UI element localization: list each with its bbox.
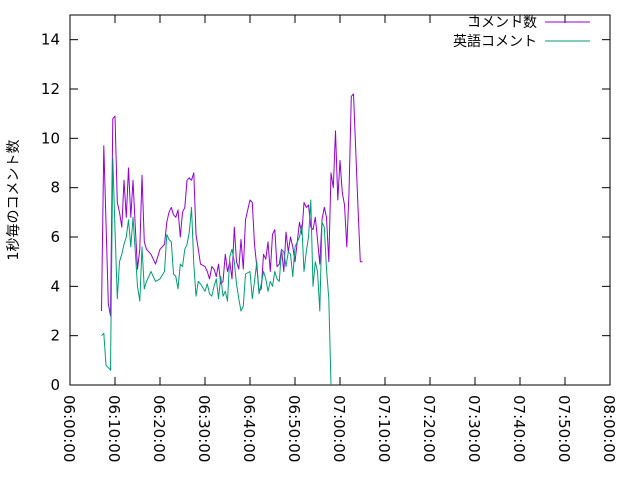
y-tick-label: 6 — [50, 228, 60, 246]
x-tick-label: 08:00:00 — [600, 395, 618, 462]
x-tick-label: 06:00:00 — [60, 395, 78, 462]
x-tick-label: 07:20:00 — [420, 395, 438, 462]
y-tick-label: 10 — [41, 129, 60, 147]
x-tick-label: 07:50:00 — [555, 395, 573, 462]
y-tick-label: 0 — [50, 376, 60, 394]
legend: コメント数 英語コメント — [453, 15, 590, 50]
x-tick-label: 06:40:00 — [240, 395, 258, 462]
y-axis: 0 2 4 6 8 10 12 14 — [41, 31, 610, 394]
y-tick-label: 12 — [41, 80, 60, 98]
x-tick-label: 06:10:00 — [105, 395, 123, 462]
y-tick-label: 2 — [50, 327, 60, 345]
y-tick-label: 14 — [41, 31, 60, 49]
legend-label-english-comments: 英語コメント — [453, 33, 537, 50]
series-layer — [101, 93, 363, 386]
legend-label-comments: コメント数 — [467, 15, 537, 31]
x-tick-label: 06:50:00 — [285, 395, 303, 462]
x-tick-label: 06:20:00 — [150, 395, 168, 462]
x-tick-label: 07:10:00 — [375, 395, 393, 462]
y-axis-title: 1秒毎のコメント数 — [6, 140, 22, 261]
x-tick-label: 07:40:00 — [510, 395, 528, 462]
x-axis: 06:00:00 06:10:00 06:20:00 06:30:00 06:40:00… — [60, 15, 618, 462]
x-tick-label: 07:00:00 — [330, 395, 348, 462]
y-tick-label: 8 — [50, 179, 60, 197]
plot-area-border — [69, 14, 611, 386]
series-line-english-comments — [101, 157, 332, 386]
series-line-comments — [101, 93, 363, 317]
x-tick-label: 06:30:00 — [195, 395, 213, 462]
y-tick-label: 4 — [50, 277, 60, 295]
x-tick-label: 07:30:00 — [465, 395, 483, 462]
